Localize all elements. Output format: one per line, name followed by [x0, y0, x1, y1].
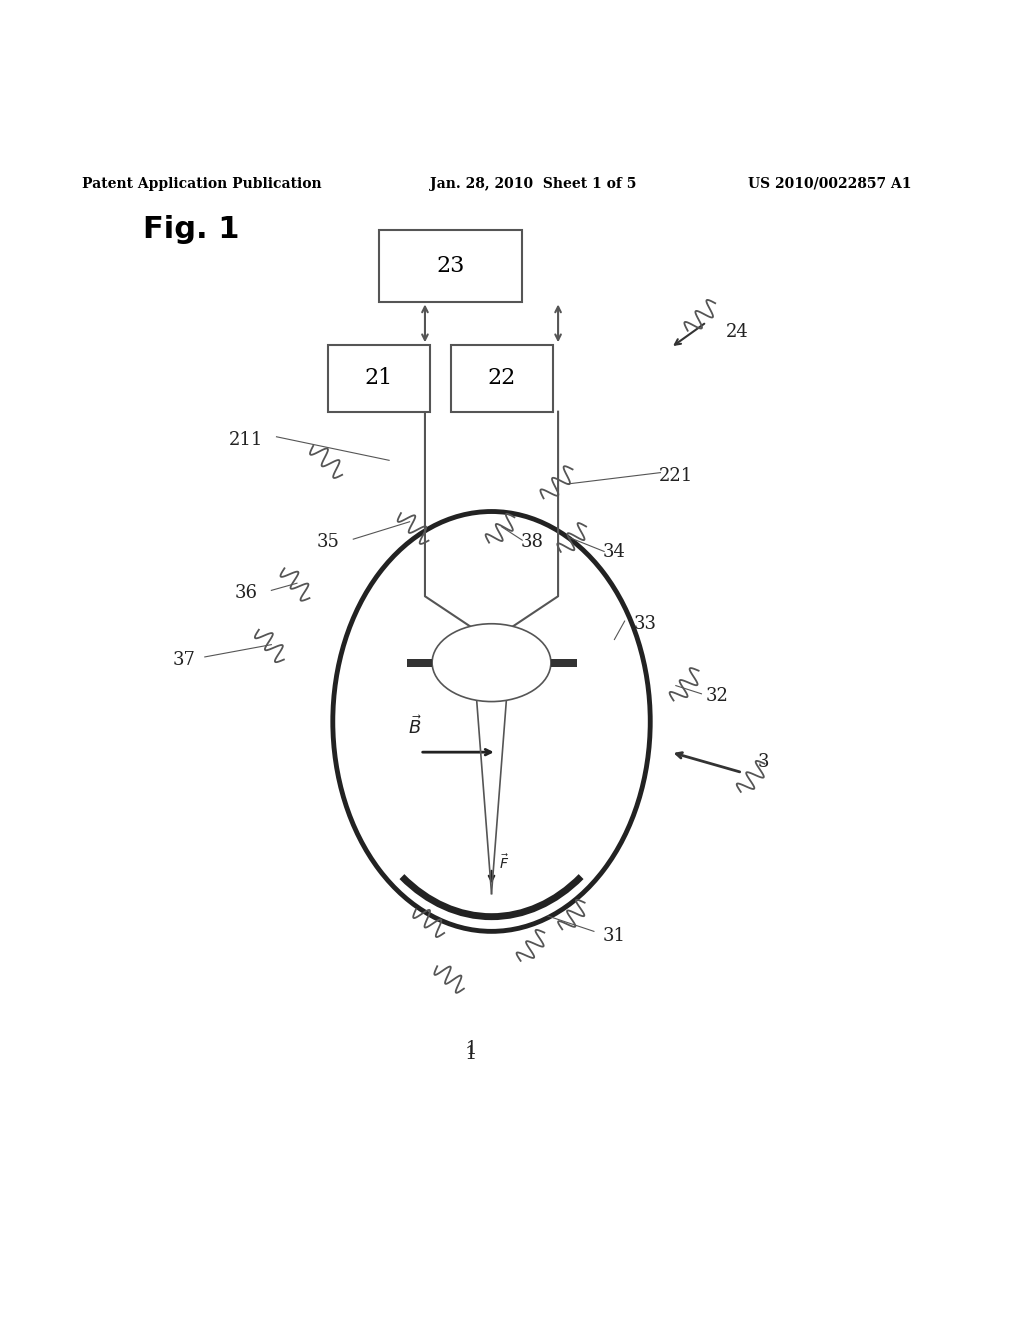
Text: 23: 23	[436, 255, 465, 277]
Text: 32: 32	[706, 686, 728, 705]
Text: 24: 24	[726, 323, 749, 342]
Text: 21: 21	[365, 367, 393, 389]
Text: 1: 1	[465, 1045, 477, 1063]
Text: 36: 36	[234, 585, 257, 602]
Text: 31: 31	[603, 928, 626, 945]
Text: 1: 1	[465, 1040, 477, 1059]
Bar	[551, 659, 577, 667]
Text: 211: 211	[228, 430, 263, 449]
Text: $\vec{F}$: $\vec{F}$	[499, 854, 509, 873]
FancyBboxPatch shape	[379, 230, 522, 301]
Text: 34: 34	[603, 544, 626, 561]
Text: 35: 35	[316, 533, 339, 552]
Text: 3: 3	[757, 754, 769, 771]
Text: 38: 38	[521, 533, 544, 552]
Bar	[407, 659, 432, 667]
FancyBboxPatch shape	[328, 345, 430, 412]
Text: Jan. 28, 2010  Sheet 1 of 5: Jan. 28, 2010 Sheet 1 of 5	[430, 177, 637, 191]
Text: 33: 33	[634, 615, 656, 634]
Text: 22: 22	[487, 367, 516, 389]
Text: Patent Application Publication: Patent Application Publication	[82, 177, 322, 191]
Ellipse shape	[333, 512, 650, 932]
Text: 37: 37	[173, 651, 196, 669]
Text: $\vec{B}$: $\vec{B}$	[408, 715, 422, 738]
Ellipse shape	[432, 624, 551, 701]
FancyBboxPatch shape	[451, 345, 553, 412]
Text: US 2010/0022857 A1: US 2010/0022857 A1	[748, 177, 911, 191]
Text: 221: 221	[658, 467, 693, 484]
Text: Fig. 1: Fig. 1	[143, 215, 240, 244]
